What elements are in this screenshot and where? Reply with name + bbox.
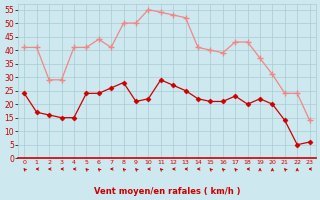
X-axis label: Vent moyen/en rafales ( km/h ): Vent moyen/en rafales ( km/h )	[94, 187, 240, 196]
